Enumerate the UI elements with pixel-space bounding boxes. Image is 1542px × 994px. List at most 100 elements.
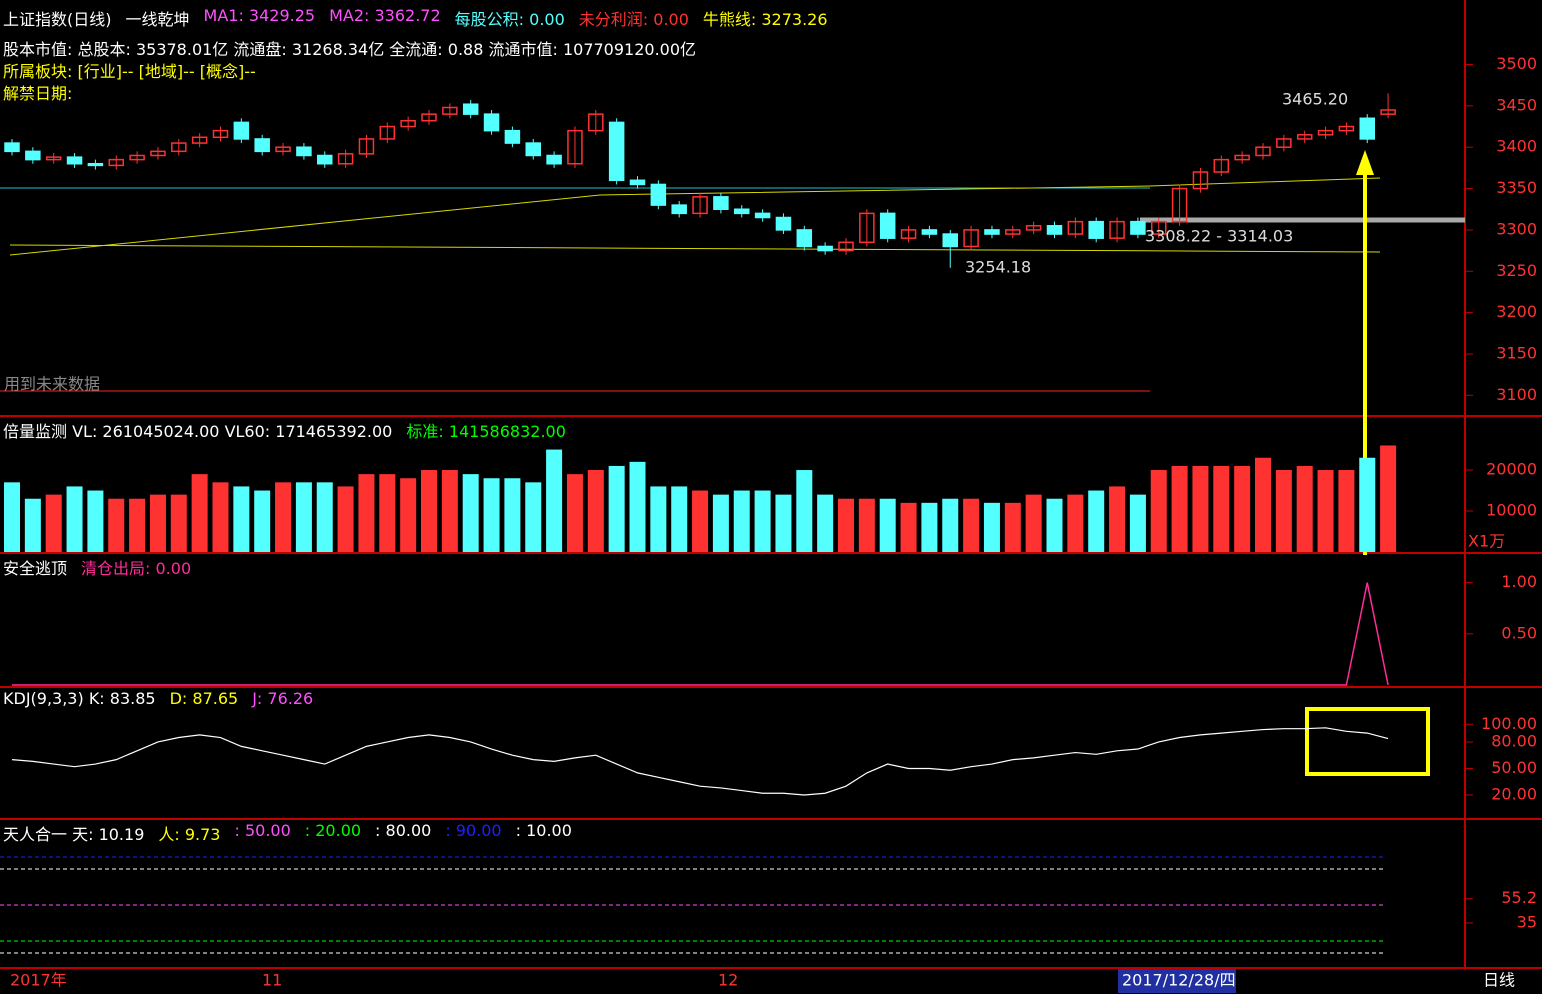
header-text: 标准: 141586832.00 <box>406 422 566 441</box>
candle-body <box>462 103 479 115</box>
volume-bar <box>504 478 521 552</box>
candle-body <box>1005 229 1021 235</box>
y-tick-label: 10000 <box>1486 501 1537 520</box>
volume-bar <box>233 486 250 552</box>
candle-body <box>296 146 312 157</box>
volume-bar <box>1296 465 1313 552</box>
header-row: 所属板块: [行业]-- [地域]-- [概念]-- <box>3 58 256 82</box>
volume-bar <box>712 494 729 552</box>
header-text: 一线乾坤 <box>125 10 190 29</box>
volume-bar <box>87 490 104 552</box>
header-text: 安全逃顶 <box>3 559 68 578</box>
candle-body <box>1234 154 1250 161</box>
candle-body <box>817 245 833 252</box>
date-box <box>1118 969 1236 993</box>
volume-bar <box>1046 498 1063 552</box>
candle-body <box>838 241 854 252</box>
x-axis-label: 2017年 <box>10 971 67 990</box>
y-tick-label: 3200 <box>1496 302 1537 321</box>
y-tick-label: 3450 <box>1496 95 1537 114</box>
volume-bar <box>900 502 917 552</box>
indicator-line <box>12 582 1389 686</box>
y-tick-label: 3500 <box>1496 54 1537 73</box>
header-text: KDJ(9,3,3) K: 83.85 <box>3 689 156 708</box>
y-tick-label: 100.00 <box>1481 714 1537 733</box>
candle-body <box>900 229 917 239</box>
volume-bar <box>629 461 646 552</box>
volume-bar <box>149 494 166 552</box>
candle-body <box>150 150 166 157</box>
y-tick-label: 35 <box>1517 912 1537 931</box>
candle-body <box>45 156 62 161</box>
candle-body <box>129 154 145 161</box>
volume-bar <box>1255 457 1271 552</box>
candle-body <box>25 150 41 161</box>
candle-body <box>1276 138 1292 148</box>
candle-body <box>400 119 416 128</box>
header-text: D: 87.65 <box>169 689 239 708</box>
x-axis-label: 2017/12/28/四 <box>1122 971 1236 990</box>
candle-body <box>963 229 979 248</box>
volume-bar <box>1171 465 1188 552</box>
x-axis-label: 12 <box>718 971 738 990</box>
candle-body <box>629 179 646 186</box>
volume-bar <box>1359 457 1376 552</box>
candle-body <box>692 196 708 215</box>
y-tick-label: 1.00 <box>1501 572 1537 591</box>
volume-bar <box>587 470 604 552</box>
header-text: : 90.00 <box>445 821 502 840</box>
header-row: 倍量监测 VL: 261045024.00 VL60: 171465392.00… <box>3 418 566 442</box>
header-text: 上证指数(日线) <box>3 10 112 29</box>
candle-body <box>588 113 604 132</box>
candle-body <box>254 138 270 153</box>
candle-body <box>1380 109 1396 115</box>
header-text: 所属板块: [行业]-- [地域]-- [概念]-- <box>3 62 256 81</box>
candle-body <box>1213 158 1230 173</box>
volume-bar <box>45 494 62 552</box>
y-tick-label: 55.2 <box>1501 888 1537 907</box>
candle-body <box>87 163 104 167</box>
volume-bar <box>546 449 563 552</box>
candle-body <box>567 129 583 165</box>
annotation: 3465.20 <box>1282 90 1348 109</box>
volume-bar <box>942 498 959 552</box>
candle-body <box>212 129 229 139</box>
candle-body <box>525 142 541 157</box>
candle-body <box>734 208 750 215</box>
volume-bar <box>4 482 20 552</box>
volume-bar <box>650 486 667 552</box>
volume-bar <box>462 474 479 552</box>
candle-body <box>4 142 20 153</box>
volume-bar <box>817 494 834 552</box>
volume-bar <box>421 470 437 552</box>
header-text: : 20.00 <box>304 821 362 840</box>
candle-body <box>921 229 938 235</box>
candle-body <box>1338 125 1355 132</box>
volume-bar <box>1275 470 1292 552</box>
candle-body <box>1359 117 1375 140</box>
candle-body <box>171 142 187 153</box>
y-tick-label: 0.50 <box>1501 623 1537 642</box>
header-row: 股本市值: 总股本: 35378.01亿 流通盘: 31268.34亿 全流通:… <box>3 36 696 60</box>
candle-body <box>671 204 687 215</box>
volume-bar <box>796 470 813 552</box>
candle-body <box>942 233 958 248</box>
candle-body <box>1088 220 1104 239</box>
header-text: : 10.00 <box>515 821 572 840</box>
header-text: : 50.00 <box>234 821 291 840</box>
candle-body <box>1025 225 1042 231</box>
header-row: 上证指数(日线) 一线乾坤 MA1: 3429.25 MA2: 3362.72 每股公积… <box>3 6 828 30</box>
candle-body <box>1046 225 1063 235</box>
header-row: KDJ(9,3,3) K: 83.85 D: 87.65 J: 76.26 <box>3 689 313 708</box>
annotation: 3308.22 - 3314.03 <box>1145 227 1293 246</box>
candle-body <box>984 229 1000 235</box>
volume-bar <box>566 474 583 552</box>
candle-body <box>713 196 729 210</box>
candle-body <box>546 154 562 165</box>
x-axis-label: 11 <box>262 971 282 990</box>
y-tick-label: 3100 <box>1496 385 1537 404</box>
volume-bar <box>1109 486 1126 552</box>
volume-bar <box>1338 470 1355 552</box>
y-tick-label: 3250 <box>1496 261 1537 280</box>
